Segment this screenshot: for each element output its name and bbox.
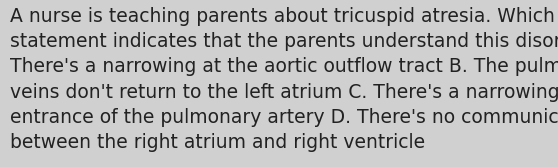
Text: A nurse is teaching parents about tricuspid atresia. Which
statement indicates t: A nurse is teaching parents about tricus… [10,7,558,152]
